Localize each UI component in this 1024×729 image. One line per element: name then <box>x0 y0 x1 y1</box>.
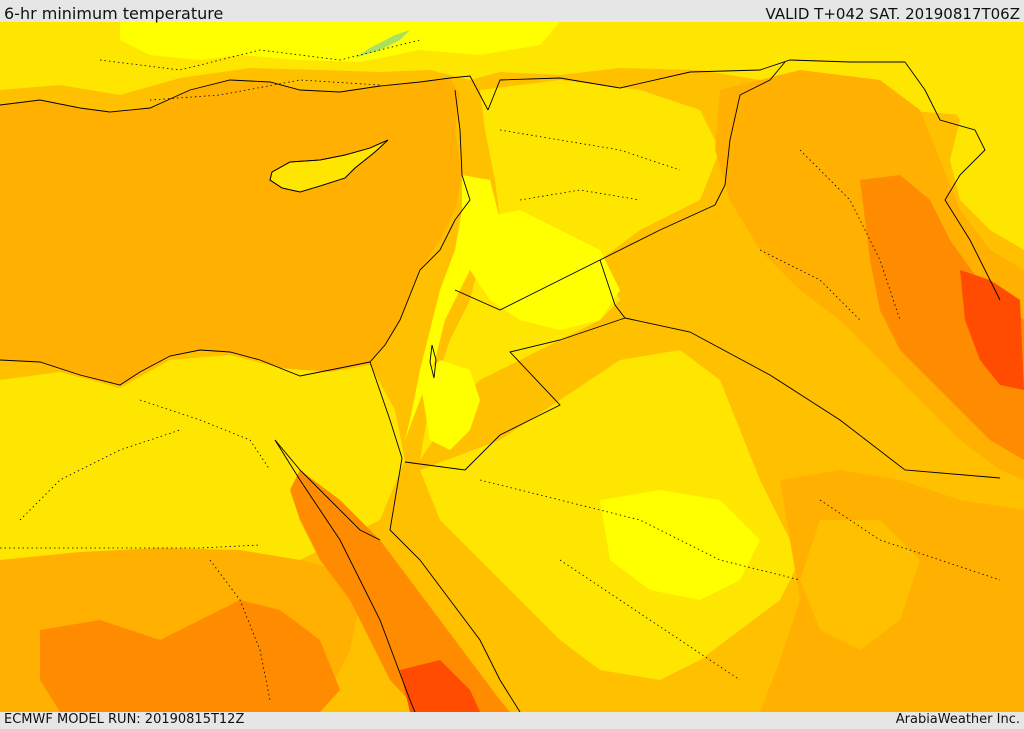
admin-border-saudi-3 <box>819 499 1001 581</box>
footer-bar: ECMWF MODEL RUN: 20190815T12Z ArabiaWeat… <box>0 712 1024 729</box>
border-egypt-israel <box>369 361 403 459</box>
map-canvas <box>0 22 1024 712</box>
red-sea-south-dark <box>400 660 480 712</box>
temperature-map[interactable] <box>0 22 1024 712</box>
credit-label: ArabiaWeather Inc. <box>895 712 1020 727</box>
saudi-east-light <box>800 520 920 650</box>
admin-border-egypt-3 <box>19 429 181 521</box>
negev-light-yellow <box>420 360 480 450</box>
coast-turkey <box>0 75 489 113</box>
model-run-label: ECMWF MODEL RUN: 20190815T12Z <box>4 712 245 727</box>
coast-egypt <box>0 349 371 386</box>
coast-red-sea-east <box>389 457 521 712</box>
admin-border-egypt-2 <box>0 544 261 549</box>
red-sea <box>290 470 510 712</box>
basra-red-orange <box>960 270 1024 390</box>
dead-sea <box>429 344 437 379</box>
header-bar: 6-hr minimum temperature VALID T+042 SAT… <box>0 0 1024 23</box>
map-title: 6-hr minimum temperature <box>4 4 224 23</box>
border-turkey-syria <box>487 59 905 111</box>
eastern-turkey-yellow <box>925 22 1024 250</box>
coast-levant <box>369 89 471 363</box>
admin-border-syria-1 <box>499 129 681 171</box>
coast-red-sea-west <box>274 439 416 712</box>
iraq-orange <box>860 175 1024 460</box>
jordan-light-yellow <box>470 210 620 330</box>
gulf-of-suez <box>274 439 381 541</box>
border-syria-iraq <box>714 61 786 206</box>
valid-time-label: VALID T+042 SAT. 20190817T06Z <box>765 5 1020 23</box>
admin-border-turkey-1 <box>99 39 421 71</box>
border-syria-jordan <box>454 204 716 311</box>
saudi-central-light <box>600 490 760 600</box>
coast-cyprus <box>269 139 389 193</box>
admin-border-egypt-1 <box>139 399 271 471</box>
admin-borders <box>0 39 1001 701</box>
border-iraq-saudi <box>624 317 1001 479</box>
anatolia-green-patch <box>355 30 410 58</box>
country-borders <box>0 59 1001 712</box>
border-jordan-iraq <box>599 259 626 319</box>
admin-border-saudi-2 <box>559 559 741 681</box>
anatolia-light-yellow <box>120 22 560 62</box>
admin-border-saudi-1 <box>479 479 801 581</box>
admin-border-egypt-4 <box>209 559 271 701</box>
border-jordan-saudi <box>404 317 626 471</box>
border-iran-iraq <box>904 61 1001 301</box>
admin-border-iraq-1 <box>799 149 901 321</box>
egypt-south-dark-orange <box>40 600 340 712</box>
admin-border-iraq-2 <box>759 249 861 321</box>
